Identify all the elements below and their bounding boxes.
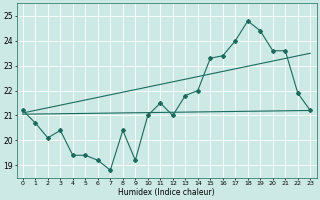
X-axis label: Humidex (Indice chaleur): Humidex (Indice chaleur) bbox=[118, 188, 215, 197]
